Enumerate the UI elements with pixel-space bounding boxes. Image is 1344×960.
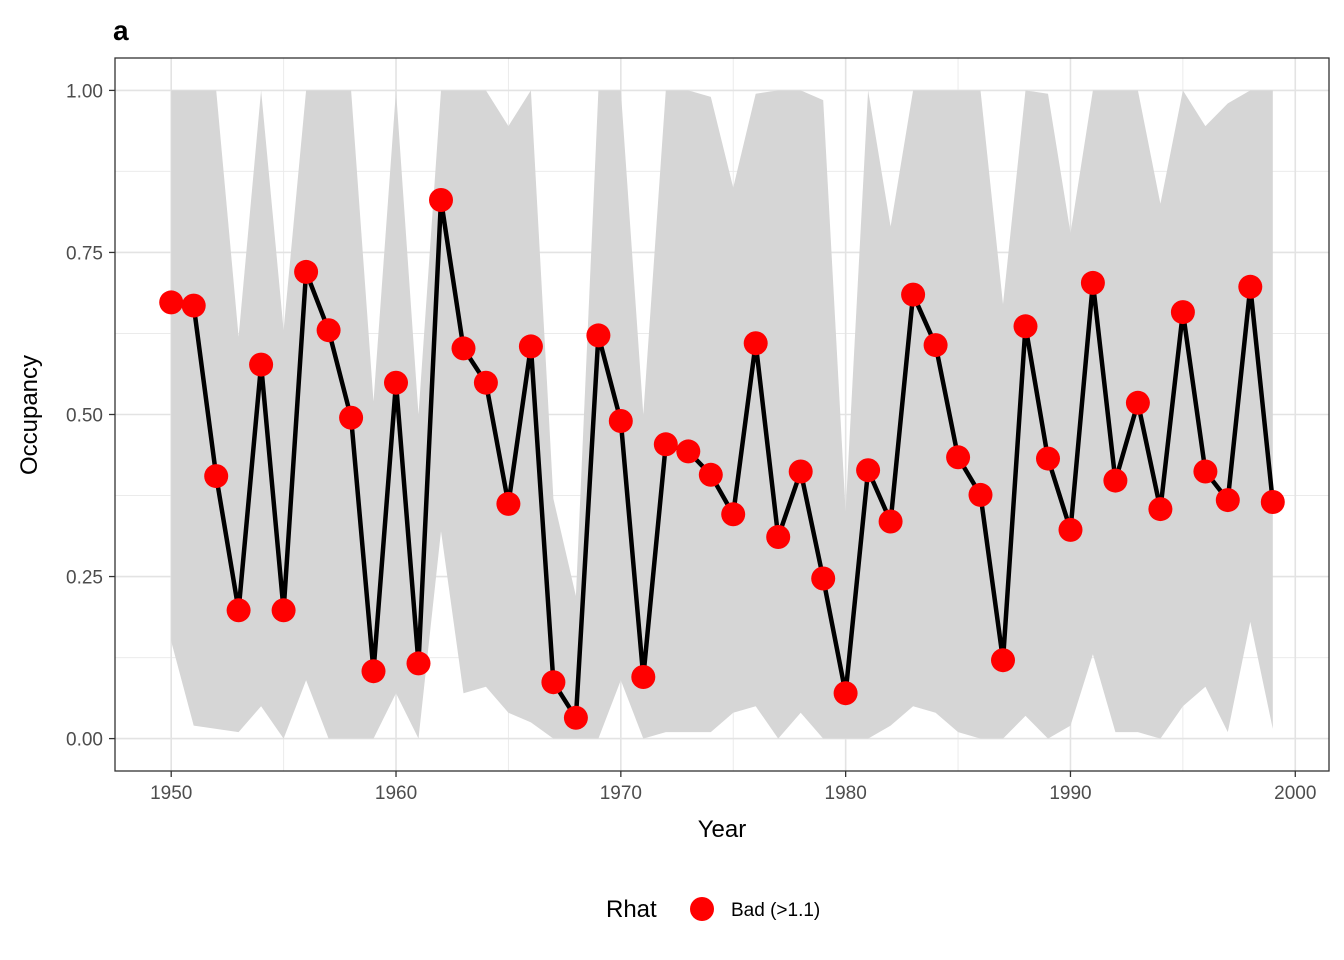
data-point [496,491,521,516]
data-point [1193,459,1218,484]
x-tick-label: 2000 [1274,783,1316,804]
credible-interval-ribbon [171,90,1273,739]
data-point [563,705,588,730]
data-point [1058,517,1083,542]
y-tick-label: 0.25 [66,568,103,589]
x-tick-label: 1960 [375,783,417,804]
plot-panel [114,57,1330,772]
data-point [249,352,274,377]
data-point [541,670,566,695]
legend-label-bad: Bad (>1.1) [731,900,820,921]
data-point [1125,390,1150,415]
legend-title: Rhat [606,896,657,923]
data-points [159,188,1285,730]
data-point [429,188,453,212]
data-point [743,331,768,356]
y-tick-label: 0.50 [66,406,103,427]
data-point [901,282,926,307]
data-point [1148,497,1173,522]
y-axis-title: Occupancy [16,355,43,475]
x-axis: 1950 1960 1970 1980 1990 2000 [150,771,1316,804]
data-point [294,259,319,284]
data-point [226,598,251,623]
panel-title: a [113,15,129,46]
x-axis-title: Year [698,816,747,843]
data-point [1013,314,1038,339]
data-point [968,482,993,507]
x-tick-label: 1990 [1049,783,1091,804]
data-point [406,651,431,676]
data-point [1170,300,1195,325]
data-point [608,409,633,433]
data-point [766,525,791,549]
y-tick-label: 0.00 [66,730,103,751]
data-point [811,566,836,591]
data-point [339,405,364,430]
data-point [181,293,206,318]
x-tick-label: 1970 [600,783,642,804]
data-point [676,439,701,464]
data-point [271,598,296,623]
data-point [653,432,678,457]
x-tick-label: 1980 [825,783,867,804]
data-point [878,509,903,534]
legend-key-bad [690,897,714,921]
data-point [451,336,476,361]
data-point [856,458,881,483]
data-point [361,659,386,684]
data-point [1260,490,1285,514]
data-point [586,323,611,348]
data-point [833,681,858,706]
data-point [698,462,723,487]
data-point [788,459,813,484]
data-point [159,290,184,315]
data-point [204,464,229,489]
data-point [384,370,408,395]
data-point [473,370,498,395]
x-tick-label: 1950 [150,783,192,804]
occupancy-line [170,197,1276,721]
data-point [991,648,1015,673]
data-point [1103,468,1128,493]
y-tick-label: 0.75 [66,243,103,264]
data-point [946,445,971,470]
data-point [1080,270,1105,295]
y-axis: 0.00 0.25 0.50 0.75 1.00 [66,81,115,751]
data-point [1036,446,1060,471]
data-point [1215,488,1240,513]
data-point [518,334,543,359]
data-point [923,333,948,358]
data-point [721,502,746,527]
y-tick-label: 1.00 [66,81,103,102]
legend: Rhat Bad (>1.1) [606,896,820,923]
data-point [631,665,656,689]
data-point [1238,274,1263,299]
data-point [316,318,341,343]
